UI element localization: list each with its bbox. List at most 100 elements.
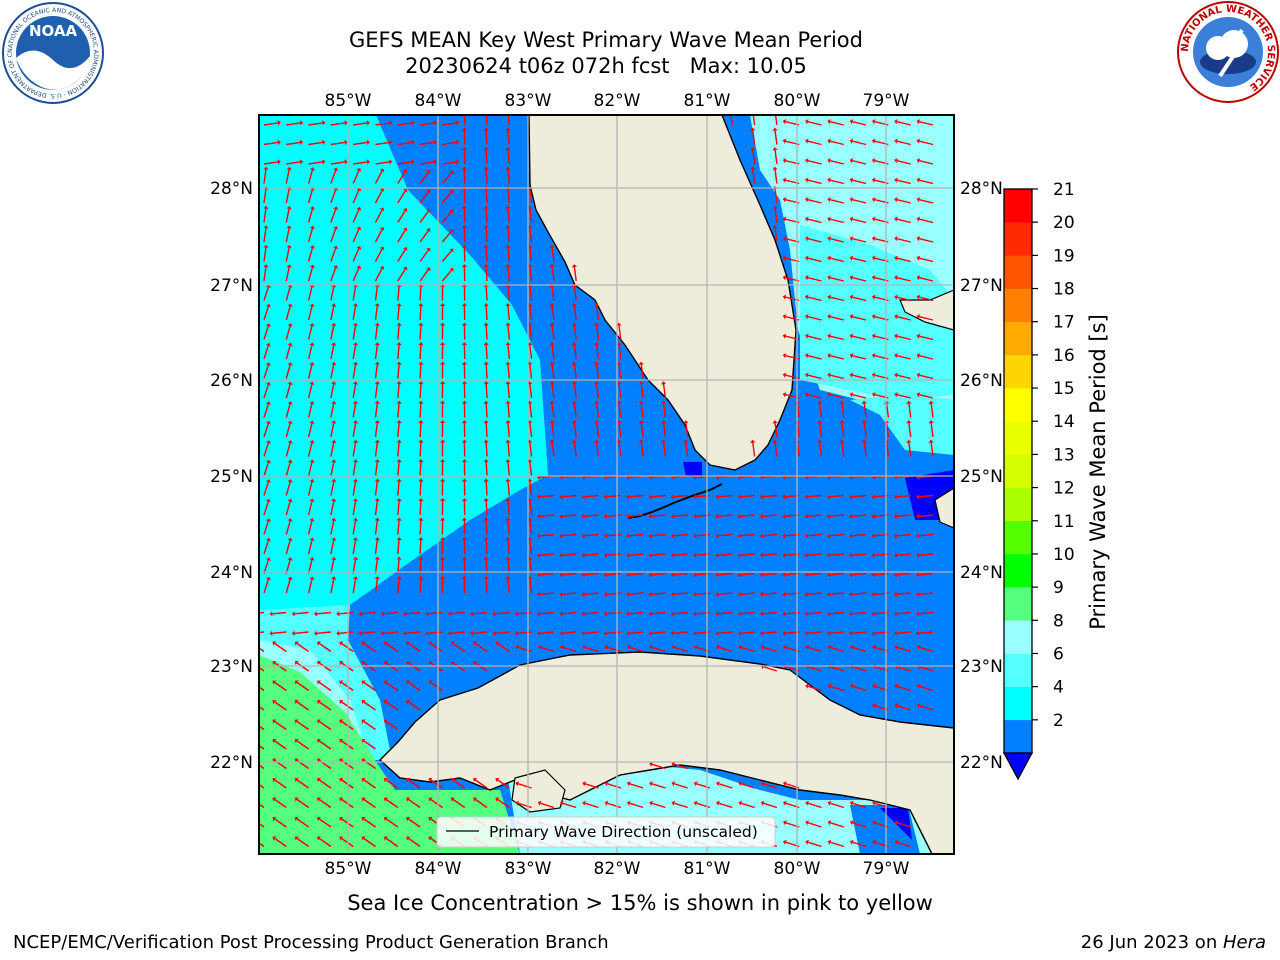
- wave-arrow: [908, 423, 912, 438]
- wave-arrow-head: [269, 630, 273, 636]
- wave-arrow: [419, 559, 422, 574]
- wave-arrow: [584, 533, 599, 537]
- wave-arrow-head: [505, 127, 511, 131]
- wave-arrow-head: [716, 800, 720, 806]
- wave-arrow-head: [805, 683, 809, 689]
- wave-arrow: [507, 150, 510, 165]
- wave-arrow-head: [449, 170, 454, 175]
- wave-arrow: [263, 306, 269, 321]
- wave-arrow-head: [638, 400, 644, 404]
- wave-arrow-head: [461, 478, 467, 482]
- wave-arrow: [629, 553, 644, 556]
- wave-arrow: [285, 540, 291, 555]
- wave-arrow-head: [309, 576, 315, 580]
- wave-arrow-head: [287, 323, 293, 327]
- wave-arrow-head: [314, 611, 318, 617]
- wave-arrow-head: [483, 439, 489, 443]
- wave-arrow: [330, 267, 337, 282]
- wave-arrow: [584, 611, 599, 615]
- wave-arrow-head: [782, 255, 787, 261]
- colorbar-tick-label: 6: [1053, 644, 1064, 664]
- wave-arrow: [330, 364, 335, 379]
- wave-arrow: [374, 286, 378, 301]
- wave-arrow-head: [549, 439, 555, 443]
- wave-arrow: [607, 802, 622, 809]
- period-zone-6-8-atlantic: [800, 225, 954, 400]
- wave-arrow-head: [455, 139, 460, 145]
- wave-arrow: [330, 501, 335, 516]
- wave-arrow: [930, 403, 934, 418]
- wave-arrow: [397, 122, 412, 126]
- wave-arrow-head: [827, 392, 831, 398]
- wave-arrow: [507, 520, 510, 535]
- wave-arrow-head: [782, 353, 787, 359]
- colorbar-tick-label: 4: [1053, 678, 1064, 698]
- wave-arrow-head: [772, 420, 778, 424]
- wave-arrow: [408, 818, 421, 828]
- wave-arrow-head: [344, 120, 348, 126]
- wave-arrow-head: [872, 839, 876, 845]
- wave-arrow: [274, 662, 287, 672]
- wave-arrow-head: [827, 294, 831, 300]
- wave-arrow-head: [782, 611, 786, 617]
- wave-arrow: [651, 553, 666, 556]
- wave-arrow: [830, 199, 844, 204]
- wave-arrow-head: [389, 159, 393, 165]
- colorbar-segment: [1004, 653, 1032, 687]
- wave-arrow: [307, 540, 313, 555]
- wave-arrow-head: [317, 660, 321, 666]
- wave-arrow-head: [649, 761, 653, 767]
- wave-arrow: [696, 514, 711, 517]
- wave-arrow: [830, 646, 845, 653]
- wave-arrow: [385, 701, 399, 711]
- wave-arrow-head: [344, 159, 348, 165]
- wave-arrow: [741, 783, 755, 789]
- wave-arrow: [319, 779, 332, 789]
- wave-arrow-head: [804, 591, 808, 597]
- wave-arrow-head: [449, 268, 454, 272]
- wave-arrow-head: [406, 680, 411, 685]
- wave-arrow-head: [849, 216, 854, 222]
- wave-arrow-head: [309, 498, 315, 502]
- wave-arrow: [696, 611, 711, 615]
- wave-arrow-head: [461, 166, 467, 170]
- wave-arrow-head: [559, 513, 563, 519]
- wave-arrow-head: [782, 216, 787, 222]
- wave-arrow-head: [805, 216, 809, 222]
- wave-arrow-head: [693, 781, 698, 787]
- wave-arrow-head: [871, 611, 875, 617]
- wave-arrow-head: [299, 139, 304, 145]
- wave-arrow-head: [826, 591, 831, 597]
- wave-arrow: [352, 228, 360, 243]
- wave-arrow: [584, 572, 599, 576]
- wave-arrow: [330, 325, 335, 340]
- period-zone-6-8-bahamas: [850, 395, 954, 455]
- wave-arrow-head: [352, 498, 359, 502]
- wave-arrow: [307, 501, 313, 516]
- wave-arrow-head: [537, 644, 542, 650]
- wave-arrow-head: [827, 820, 832, 826]
- wave-arrow: [385, 779, 399, 789]
- wave-arrow: [774, 442, 778, 457]
- wave-arrow-head: [638, 420, 644, 424]
- wave-arrow: [896, 355, 911, 360]
- wave-arrow-head: [287, 557, 293, 561]
- wave-arrow-head: [418, 537, 424, 541]
- wave-arrow-head: [616, 322, 622, 326]
- wave-arrow: [353, 122, 368, 126]
- wave-arrow: [263, 520, 269, 535]
- wave-arrow: [807, 802, 822, 809]
- wave-arrow: [584, 802, 599, 809]
- wave-arrow: [285, 345, 291, 360]
- wave-arrow-head: [461, 576, 467, 580]
- wave-arrow: [353, 161, 368, 165]
- wave-arrow-head: [805, 644, 809, 650]
- wave-arrow: [339, 611, 354, 615]
- wave-arrow: [485, 266, 488, 282]
- wave-arrow: [419, 171, 429, 184]
- wave-arrow: [841, 403, 845, 418]
- colorbar-tick-label: 8: [1053, 611, 1064, 631]
- wave-arrow: [685, 423, 689, 438]
- wave-arrow-head: [505, 576, 511, 580]
- wave-arrow-head: [406, 836, 411, 841]
